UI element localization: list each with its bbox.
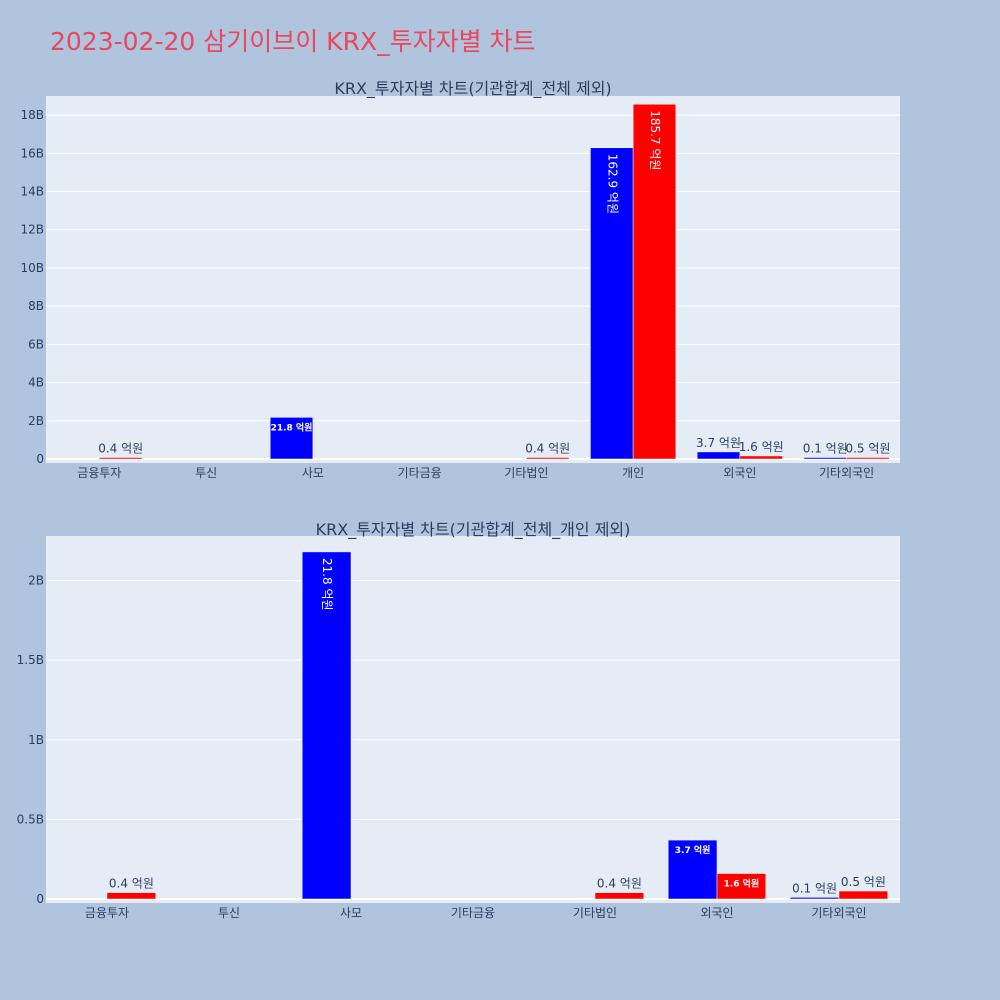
y-tick-label: 4B	[28, 376, 44, 390]
bar	[846, 457, 890, 460]
plot-background	[46, 536, 900, 903]
bar-data-label: 3.7 억원	[675, 844, 711, 856]
y-tick-label: 2B	[28, 574, 44, 588]
bar	[803, 457, 847, 460]
bar-data-label: 185.7 억원	[648, 110, 662, 170]
bar-data-label: 0.4 억원	[525, 442, 570, 456]
y-tick-label: 18B	[20, 108, 44, 122]
bar	[838, 890, 889, 900]
page-title: 2023-02-20 삼기이브이 KRX_투자자별 차트	[50, 27, 536, 56]
bar	[106, 892, 157, 900]
bar-data-label: 0.5 억원	[841, 875, 886, 889]
bar	[739, 455, 783, 460]
y-tick-label: 14B	[20, 185, 44, 199]
bar	[99, 457, 143, 460]
x-tick-label: 투신	[218, 906, 240, 920]
chart-1-title: KRX_투자자별 차트(기관합계_전체 제외)	[334, 79, 611, 99]
y-tick-label: 10B	[20, 261, 44, 275]
y-tick-label: 16B	[20, 146, 44, 160]
bar-data-label: 1.6 억원	[724, 878, 760, 890]
x-tick-label: 기타금융	[451, 906, 495, 920]
x-tick-label: 기타법인	[573, 906, 617, 920]
x-tick-label: 개인	[622, 466, 644, 480]
chart-panel-1: KRX_투자자별 차트(기관합계_전체 제외) 0 2B 4B 6B 8B 10B 12B 1…	[20, 79, 900, 480]
y-tick-label: 2B	[28, 414, 44, 428]
bar-data-label: 0.1 억원	[792, 881, 837, 895]
bar-data-label: 1.6 억원	[739, 440, 784, 454]
x-tick-label: 사모	[302, 466, 324, 480]
bar-data-label: 0.4 억원	[597, 877, 642, 891]
x-tick-label: 사모	[340, 906, 362, 920]
chart-2-title: KRX_투자자별 차트(기관합계_전체_개인 제외)	[316, 520, 631, 540]
y-tick-label: 1.5B	[17, 653, 44, 667]
x-tick-label: 기타법인	[504, 466, 548, 480]
x-tick-label: 금융투자	[85, 906, 129, 920]
bar-data-label: 0.4 억원	[109, 877, 154, 891]
bar-data-label: 0.4 억원	[98, 442, 143, 456]
x-tick-label: 기타외국인	[811, 906, 866, 920]
x-tick-label: 기타금융	[398, 466, 442, 480]
y-tick-label: 0.5B	[17, 812, 44, 826]
y-tick-label: 6B	[28, 337, 44, 351]
bar	[269, 417, 314, 460]
y-tick-label: 0	[36, 452, 44, 466]
x-tick-label: 금융투자	[77, 466, 121, 480]
bar	[590, 147, 634, 460]
bar	[632, 103, 677, 460]
x-tick-label: 외국인	[723, 466, 756, 480]
bar-data-label: 3.7 억원	[696, 436, 741, 450]
bar-data-label: 0.1 억원	[803, 442, 848, 456]
bar	[716, 873, 767, 900]
y-tick-label: 12B	[20, 223, 44, 237]
chart-panel-2: KRX_투자자별 차트(기관합계_전체_개인 제외) 0 0.5B 1B 1.5B 2B…	[17, 520, 900, 920]
y-tick-label: 1B	[28, 733, 44, 747]
bar-data-label: 0.5 억원	[845, 442, 890, 456]
bar	[526, 457, 570, 460]
y-tick-label: 8B	[28, 299, 44, 313]
bar-data-label: 21.8 억원	[271, 421, 313, 433]
bar-data-label: 21.8 억원	[320, 558, 334, 611]
bar	[301, 551, 352, 900]
bar	[594, 892, 645, 900]
x-tick-label: 투신	[195, 466, 217, 480]
x-tick-label: 외국인	[700, 906, 733, 920]
y-tick-label: 0	[36, 892, 44, 906]
bar-data-label: 162.9 억원	[605, 154, 619, 214]
plot-background	[46, 96, 900, 463]
bar	[696, 451, 741, 460]
x-tick-label: 기타외국인	[819, 466, 874, 480]
bar	[667, 839, 718, 900]
bar	[789, 897, 840, 900]
